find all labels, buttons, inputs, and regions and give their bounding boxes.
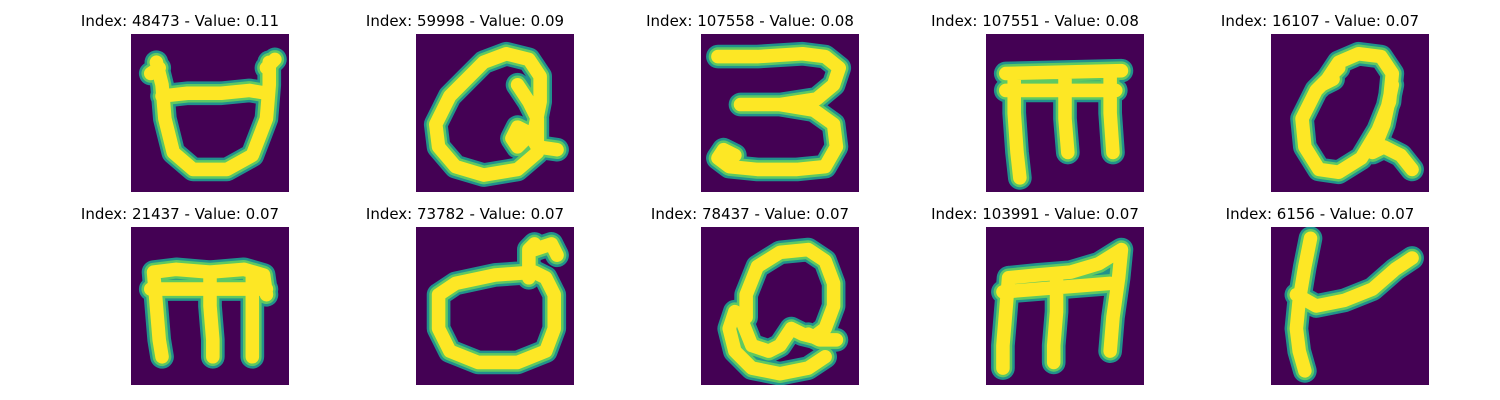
panel-title: Index: 103991 - Value: 0.07 [931,205,1139,223]
panel-6: Index: 21437 - Value: 0.07 [30,193,330,393]
glyph-image [416,34,574,192]
panel-title: Index: 48473 - Value: 0.11 [80,12,280,30]
glyph-stroke [428,46,564,182]
glyph-image [131,34,289,192]
panel-7: Index: 73782 - Value: 0.07 [315,193,615,393]
glyph-stroke [722,242,844,381]
glyph-stroke [998,63,1129,185]
glyph-image [986,227,1144,385]
panel-title: Index: 16107 - Value: 0.07 [1220,12,1420,30]
glyph-image [1271,34,1429,192]
glyph-image [131,227,289,385]
glyph-stroke [1295,46,1419,180]
panel-4: Index: 107551 - Value: 0.08 [885,0,1185,200]
panel-10: Index: 6156 - Value: 0.07 [1170,193,1470,393]
panel-title: Index: 21437 - Value: 0.07 [80,205,280,223]
glyph-stroke [1289,231,1419,378]
glyph-image [701,227,859,385]
glyph-stroke [711,46,847,177]
panel-8: Index: 78437 - Value: 0.07 [600,193,900,393]
panel-3: Index: 107558 - Value: 0.08 [600,0,900,200]
panel-title: Index: 6156 - Value: 0.07 [1225,205,1415,223]
panel-5: Index: 16107 - Value: 0.07 [1170,0,1470,200]
panel-title: Index: 59998 - Value: 0.09 [365,12,565,30]
glyph-image [986,34,1144,192]
glyph-image [701,34,859,192]
panel-1: Index: 48473 - Value: 0.11 [30,0,330,200]
panel-title: Index: 73782 - Value: 0.07 [365,205,565,223]
panel-title: Index: 107558 - Value: 0.08 [646,12,854,30]
panel-9: Index: 103991 - Value: 0.07 [885,193,1185,393]
panel-title: Index: 107551 - Value: 0.08 [931,12,1139,30]
glyph-image [416,227,574,385]
panel-2: Index: 59998 - Value: 0.09 [315,0,615,200]
glyph-stroke [143,262,274,364]
glyph-stroke [143,52,282,177]
panel-title: Index: 78437 - Value: 0.07 [650,205,850,223]
glyph-stroke [996,242,1129,375]
glyph-stroke [431,237,564,370]
glyph-image [1271,227,1429,385]
